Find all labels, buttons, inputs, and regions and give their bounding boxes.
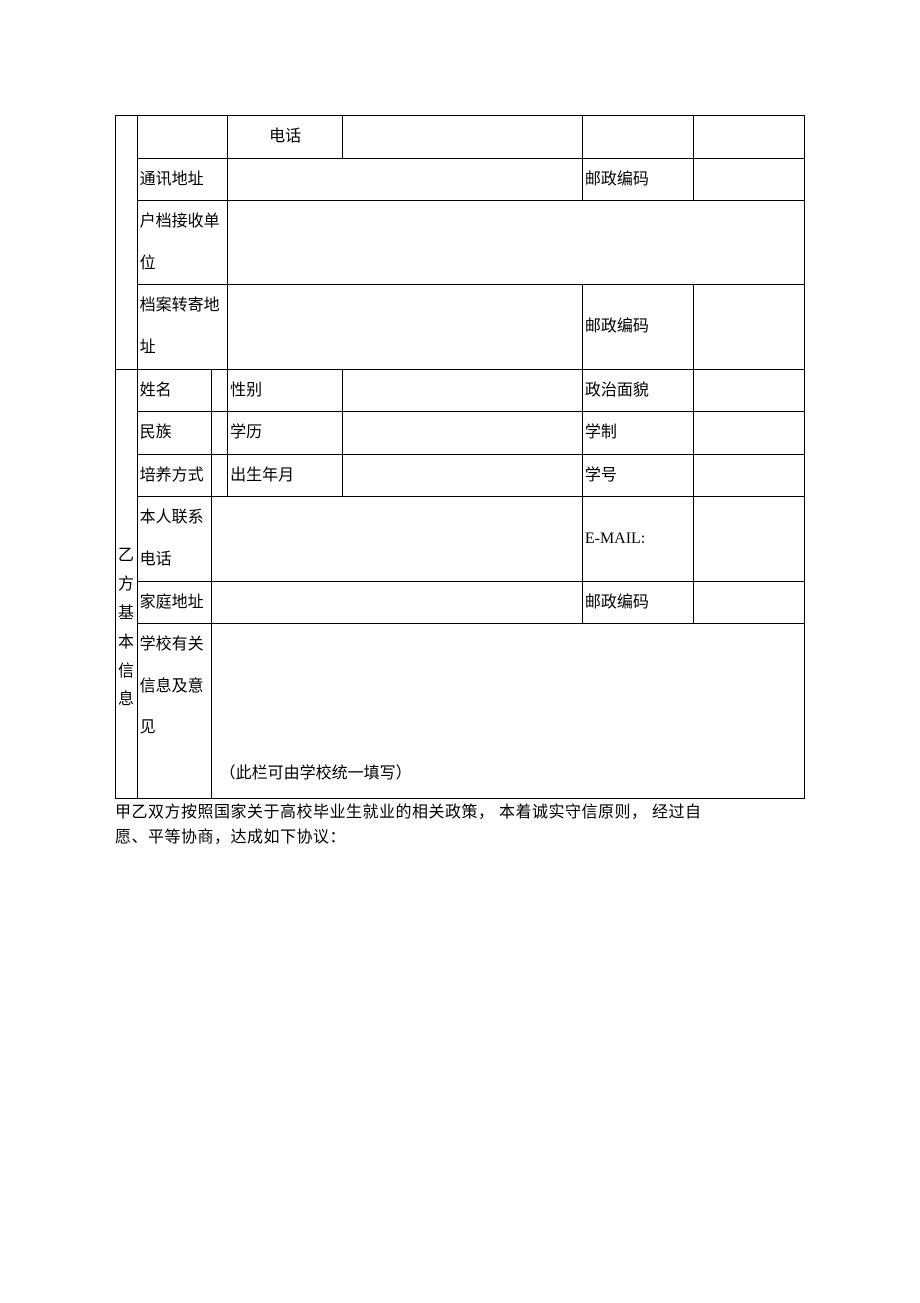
- label-home-address: 家庭地址: [137, 581, 211, 624]
- label-address: 通讯地址: [137, 158, 227, 201]
- value-school-info[interactable]: （此栏可由学校统一填写）: [211, 624, 804, 799]
- value-postcode[interactable]: [693, 158, 804, 201]
- value-archive-unit[interactable]: [228, 201, 805, 285]
- section-a-col: [116, 116, 138, 370]
- value-address[interactable]: [228, 158, 583, 201]
- value-home-address[interactable]: [211, 581, 582, 624]
- label-cell: [582, 116, 693, 159]
- label-archive-forward: 档案转寄地址: [137, 285, 227, 369]
- label-political: 政治面貌: [582, 369, 693, 412]
- label-email: E-MAIL:: [582, 497, 693, 581]
- value-cell[interactable]: [693, 116, 804, 159]
- label-archive-unit: 户档接收单位: [137, 201, 227, 285]
- label-birth: 出生年月: [228, 454, 343, 497]
- label-name: 姓名: [137, 369, 211, 412]
- label-student-id: 学号: [582, 454, 693, 497]
- label-gender: 性别: [228, 369, 343, 412]
- form-table: 电话 通讯地址 邮政编码 户档接收单位 档案转寄地址 邮政编码 乙方基本信息: [115, 115, 805, 799]
- value-name-narrow[interactable]: [211, 369, 227, 412]
- value-archive-forward[interactable]: [228, 285, 583, 369]
- label-postcode: 邮政编码: [582, 158, 693, 201]
- label-school-info: 学校有关信息及意见: [137, 624, 211, 799]
- section-b-col: 乙方基本信息: [116, 369, 138, 799]
- value-email[interactable]: [693, 497, 804, 581]
- label-ethnic: 民族: [137, 412, 211, 455]
- label-postcode: 邮政编码: [582, 581, 693, 624]
- value-training-narrow[interactable]: [211, 454, 227, 497]
- value-personal-phone[interactable]: [211, 497, 582, 581]
- value-student-id[interactable]: [693, 454, 804, 497]
- value-education[interactable]: [343, 412, 583, 455]
- value-gender[interactable]: [343, 369, 583, 412]
- label-training: 培养方式: [137, 454, 211, 497]
- value-schooling[interactable]: [693, 412, 804, 455]
- value-postcode[interactable]: [693, 581, 804, 624]
- label-postcode: 邮政编码: [582, 285, 693, 369]
- label-schooling: 学制: [582, 412, 693, 455]
- value-postcode[interactable]: [693, 285, 804, 369]
- footer-line-1: 甲乙双方按照国家关于高校毕业生就业的相关政策， 本着诚实守信原则， 经过自: [115, 804, 702, 821]
- label-education: 学历: [228, 412, 343, 455]
- value-political[interactable]: [693, 369, 804, 412]
- value-ethnic-narrow[interactable]: [211, 412, 227, 455]
- value-phone[interactable]: [343, 116, 583, 159]
- footer-line-2: 愿、平等协商，达成如下协议：: [115, 829, 346, 846]
- label-phone: 电话: [228, 116, 343, 159]
- value-birth[interactable]: [343, 454, 583, 497]
- label-personal-phone: 本人联系电话: [137, 497, 211, 581]
- footer-paragraph: 甲乙双方按照国家关于高校毕业生就业的相关政策， 本着诚实守信原则， 经过自 愿、…: [115, 801, 805, 851]
- label-cell: [137, 116, 227, 159]
